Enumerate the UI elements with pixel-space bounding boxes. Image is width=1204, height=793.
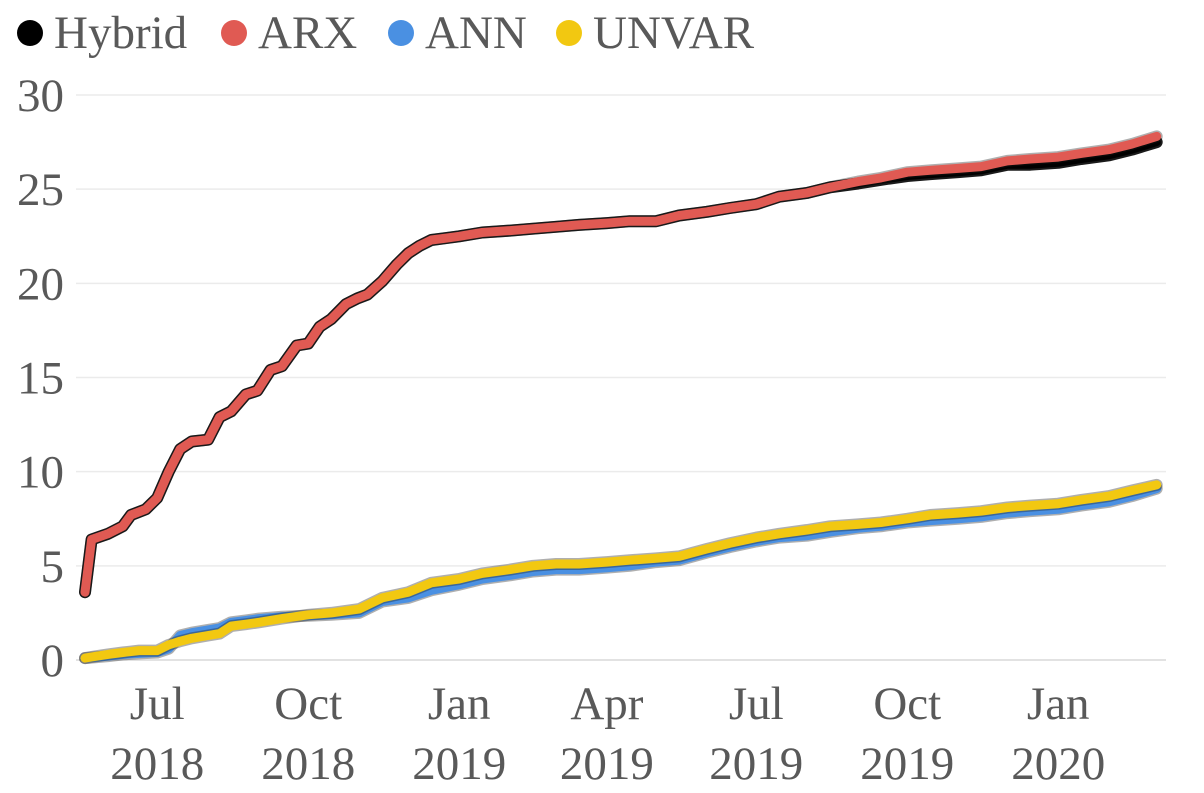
legend: Hybrid ARX ANN UNVAR bbox=[17, 7, 755, 59]
series-outline-hybrid bbox=[79, 136, 1163, 599]
x-tick-year-label: 2019 bbox=[709, 738, 803, 790]
series-line-unvar bbox=[80, 480, 1162, 663]
x-tick-year-label: 2018 bbox=[110, 738, 204, 790]
y-tick-label: 5 bbox=[41, 541, 65, 593]
y-axis-ticks: 0 5 10 15 20 25 30 bbox=[17, 70, 64, 687]
series-lines bbox=[79, 130, 1163, 665]
legend-marker-hybrid bbox=[17, 20, 43, 46]
legend-marker-unvar bbox=[556, 20, 582, 46]
x-tick-year-label: 2019 bbox=[560, 738, 654, 790]
legend-label-ann: ANN bbox=[425, 7, 527, 59]
x-tick-year-label: 2019 bbox=[860, 738, 954, 790]
y-tick-label: 25 bbox=[17, 164, 64, 216]
x-tick-year-label: 2020 bbox=[1011, 738, 1105, 790]
x-tick-month-label: Apr bbox=[570, 678, 643, 730]
series-line-ann bbox=[80, 484, 1162, 663]
y-tick-label: 10 bbox=[17, 447, 64, 499]
series-line-hybrid bbox=[81, 138, 1161, 597]
x-tick-year-label: 2018 bbox=[261, 738, 355, 790]
series-outline-arx bbox=[79, 130, 1163, 599]
x-tick-month-label: Jul bbox=[130, 678, 185, 730]
x-tick-month-label: Jan bbox=[1027, 678, 1090, 730]
legend-marker-arx bbox=[221, 20, 247, 46]
y-tick-label: 30 bbox=[17, 70, 64, 122]
series-line-arx bbox=[80, 131, 1162, 597]
legend-label-arx: ARX bbox=[258, 7, 357, 59]
y-tick-label: 0 bbox=[41, 635, 65, 687]
y-tick-label: 20 bbox=[17, 258, 64, 310]
x-axis-ticks: Jul 2018 Oct 2018 Jan 2019 Apr 2019 Jul 2019 Oct 20… bbox=[110, 678, 1105, 790]
x-tick-month-label: Jul bbox=[729, 678, 784, 730]
x-tick-year-label: 2019 bbox=[412, 738, 506, 790]
y-tick-label: 15 bbox=[17, 353, 64, 405]
gridlines bbox=[76, 94, 1166, 661]
legend-marker-ann bbox=[388, 20, 414, 46]
x-tick-month-label: Jan bbox=[428, 678, 491, 730]
x-tick-month-label: Oct bbox=[274, 678, 342, 730]
legend-label-hybrid: Hybrid bbox=[54, 7, 187, 59]
x-tick-month-label: Oct bbox=[873, 678, 941, 730]
legend-label-unvar: UNVAR bbox=[593, 7, 755, 59]
